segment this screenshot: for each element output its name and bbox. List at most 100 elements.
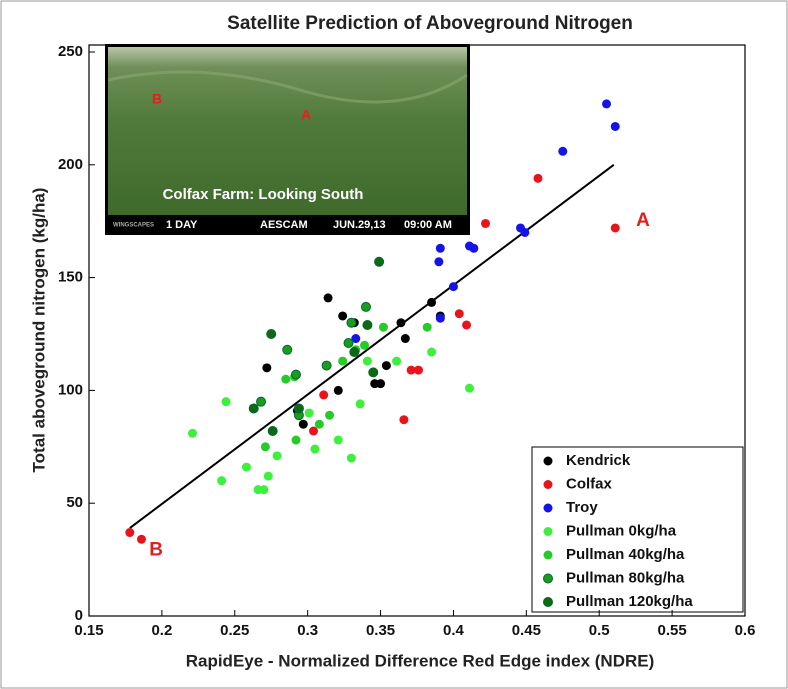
point: [462, 320, 472, 330]
point: [362, 356, 372, 366]
point: [400, 334, 410, 344]
point: [266, 329, 277, 339]
legend-label: Colfax: [566, 475, 613, 492]
inset-caption: Colfax Farm: Looking South: [163, 186, 364, 203]
point: [396, 318, 406, 328]
x-axis-label: RapidEye - Normalized Difference Red Edg…: [186, 651, 655, 670]
point: [381, 361, 391, 371]
inset-ridge: [107, 70, 468, 104]
point: [360, 340, 370, 350]
point: [399, 415, 409, 425]
point: [362, 319, 373, 330]
point: [272, 451, 282, 461]
point: [435, 243, 445, 253]
point: [464, 383, 474, 393]
point: [282, 344, 293, 355]
legend-marker: [543, 597, 553, 607]
point: [125, 528, 135, 538]
point: [325, 410, 335, 420]
point: [448, 282, 458, 292]
point: [338, 356, 348, 366]
y-axis-label: Total aboveground nitrogen (kg/ha): [29, 188, 48, 473]
point: [291, 369, 302, 380]
inset-footer: 1 DAY: [166, 219, 198, 231]
x-tick-label: 0.25: [220, 622, 249, 639]
point: [610, 121, 620, 131]
inset-footer: AESCAM: [260, 219, 308, 231]
point: [291, 435, 301, 445]
inset-mark: A: [301, 107, 311, 123]
point: [435, 313, 445, 323]
point: [558, 146, 568, 156]
y-tick-label: 200: [58, 156, 83, 173]
x-tick-label: 0.4: [443, 622, 465, 639]
y-tick-label: 0: [75, 607, 83, 624]
point: [434, 257, 444, 267]
point: [413, 365, 423, 375]
point: [427, 347, 437, 357]
legend-marker: [543, 456, 553, 466]
point: [469, 243, 479, 253]
point: [321, 360, 332, 371]
legend-label: Pullman 80kg/ha: [566, 569, 685, 586]
point: [293, 403, 304, 414]
y-tick-label: 150: [58, 269, 83, 286]
legend-marker: [543, 550, 553, 560]
point: [355, 399, 365, 409]
point: [602, 99, 612, 109]
legend-label: Troy: [566, 499, 598, 516]
point: [281, 374, 291, 384]
point: [217, 476, 227, 486]
point: [378, 322, 388, 332]
chart-title: Satellite Prediction of Aboveground Nitr…: [227, 13, 633, 34]
point: [308, 426, 318, 436]
legend-box: [531, 446, 744, 613]
point: [520, 227, 530, 237]
point: [374, 256, 385, 267]
point: [406, 365, 416, 375]
point: [427, 297, 437, 307]
point: [368, 367, 379, 378]
annotation: B: [149, 540, 163, 561]
point: [333, 435, 343, 445]
trend-line: [129, 164, 615, 529]
legend-label: Pullman 120kg/ha: [566, 593, 693, 610]
point: [343, 338, 354, 349]
point: [310, 444, 320, 454]
x-tick-label: 0.15: [74, 622, 103, 639]
point: [333, 385, 343, 395]
legend-marker: [543, 503, 553, 513]
legend-marker: [543, 573, 553, 584]
y-tick-label: 250: [58, 43, 83, 60]
point: [241, 462, 251, 472]
point: [267, 426, 278, 437]
x-tick-label: 0.45: [512, 622, 541, 639]
point: [349, 347, 360, 358]
inset-photo: B A Colfax Farm: Looking South WINGSCAPE…: [105, 44, 470, 235]
point: [610, 223, 620, 233]
marks: [125, 99, 620, 544]
point: [346, 317, 357, 328]
point: [351, 334, 361, 344]
y-tick-label: 100: [58, 381, 83, 398]
point: [481, 218, 491, 228]
inset-footer: 09:00 AM: [404, 219, 452, 231]
point: [260, 442, 270, 452]
point: [262, 363, 272, 373]
inset-mark: B: [152, 91, 162, 107]
point: [263, 471, 273, 481]
inset-image: [108, 47, 467, 215]
point: [376, 379, 386, 389]
point: [256, 396, 267, 407]
y-tick-label: 50: [66, 494, 83, 511]
legend-marker: [543, 527, 553, 536]
point: [136, 534, 146, 544]
x-tick-label: 0.2: [151, 622, 172, 639]
point: [323, 293, 333, 303]
point: [314, 419, 324, 429]
point: [533, 173, 543, 183]
annotation: A: [636, 210, 650, 231]
point: [259, 485, 269, 495]
point: [338, 311, 348, 321]
legend-label: Kendrick: [566, 452, 631, 469]
